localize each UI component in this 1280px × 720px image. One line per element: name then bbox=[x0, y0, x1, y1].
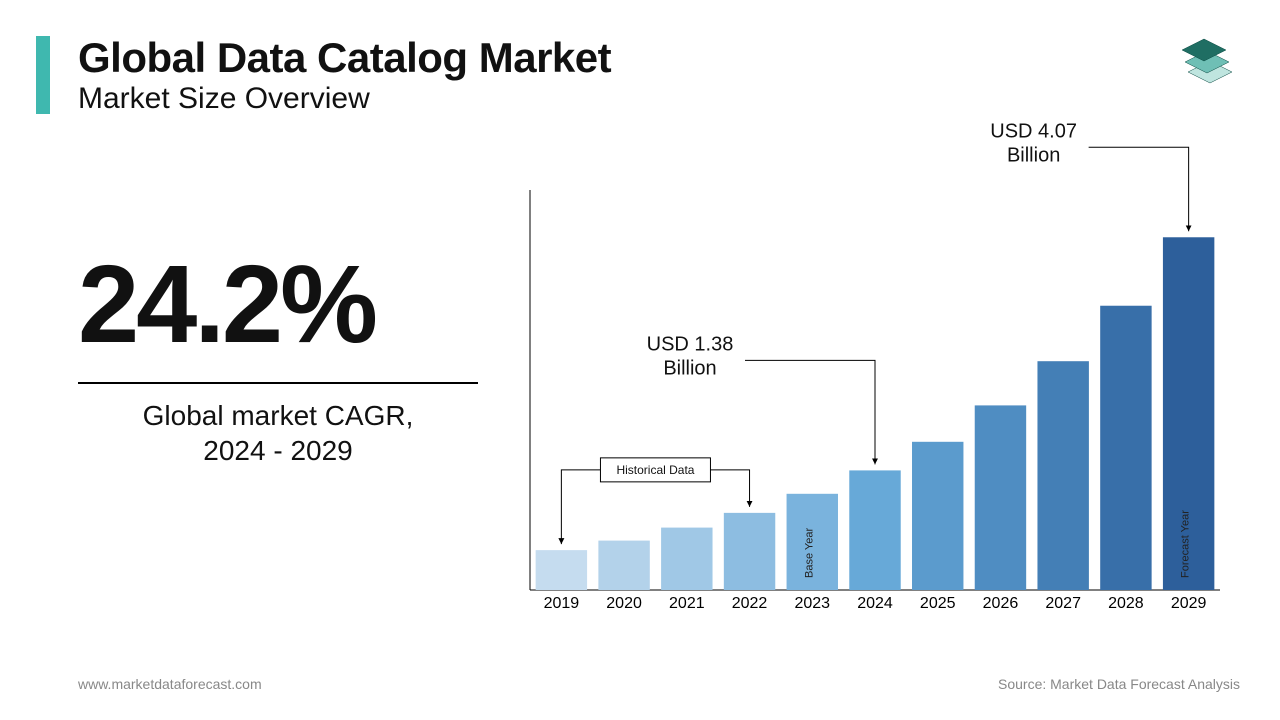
base-year-label: Base Year bbox=[803, 528, 815, 578]
xaxis-label: 2022 bbox=[732, 595, 768, 612]
callout-2029-arrow bbox=[1089, 147, 1189, 231]
cagr-block: 24.2% Global market CAGR, 2024 - 2029 bbox=[78, 250, 478, 468]
xaxis-label: 2027 bbox=[1045, 595, 1081, 612]
historical-data-label: Historical Data bbox=[616, 463, 694, 477]
page-root: Global Data Catalog Market Market Size O… bbox=[0, 0, 1280, 720]
brand-logo-icon bbox=[1170, 28, 1240, 88]
bar-2022 bbox=[724, 513, 775, 590]
bar-2019 bbox=[536, 550, 587, 590]
bar-2027 bbox=[1037, 361, 1088, 590]
bar-2020 bbox=[598, 541, 649, 590]
xaxis-label: 2019 bbox=[544, 595, 580, 612]
cagr-label-line1: Global market CAGR, bbox=[143, 400, 414, 431]
xaxis-label: 2029 bbox=[1171, 595, 1207, 612]
title-accent-bar bbox=[36, 36, 50, 114]
bar-2028 bbox=[1100, 306, 1151, 590]
cagr-value: 24.2% bbox=[78, 250, 478, 360]
cagr-label: Global market CAGR, 2024 - 2029 bbox=[78, 398, 478, 468]
callout-2024-line2: Billion bbox=[663, 357, 716, 379]
bar-2024 bbox=[849, 470, 900, 590]
footer-website: www.marketdataforecast.com bbox=[78, 676, 262, 692]
footer-source: Source: Market Data Forecast Analysis bbox=[998, 676, 1240, 692]
xaxis-label: 2026 bbox=[983, 595, 1019, 612]
bar-2025 bbox=[912, 442, 963, 590]
divider bbox=[78, 382, 478, 384]
title-block: Global Data Catalog Market Market Size O… bbox=[78, 36, 611, 116]
xaxis-label: 2028 bbox=[1108, 595, 1144, 612]
xaxis-label: 2024 bbox=[857, 595, 893, 612]
callout-2024-line1: USD 1.38 bbox=[647, 333, 734, 355]
historical-arrow-left bbox=[561, 470, 600, 544]
callout-2029-line1: USD 4.07 bbox=[990, 120, 1077, 142]
xaxis-label: 2023 bbox=[794, 595, 830, 612]
xaxis-label: 2021 bbox=[669, 595, 705, 612]
callout-2029-line2: Billion bbox=[1007, 144, 1060, 166]
cagr-label-line2: 2024 - 2029 bbox=[203, 435, 352, 466]
callout-2024-arrow bbox=[745, 360, 875, 464]
page-title: Global Data Catalog Market bbox=[78, 36, 611, 80]
bar-2026 bbox=[975, 405, 1026, 590]
bar-2021 bbox=[661, 528, 712, 590]
xaxis-label: 2025 bbox=[920, 595, 956, 612]
page-subtitle: Market Size Overview bbox=[78, 82, 611, 116]
forecast-year-label: Forecast Year bbox=[1180, 510, 1192, 578]
xaxis-label: 2020 bbox=[606, 595, 642, 612]
bar-chart: 2019 2020 2021 2022 2023 Base Year 2024 2025 202… bbox=[520, 160, 1240, 630]
historical-arrow-right bbox=[710, 470, 749, 507]
